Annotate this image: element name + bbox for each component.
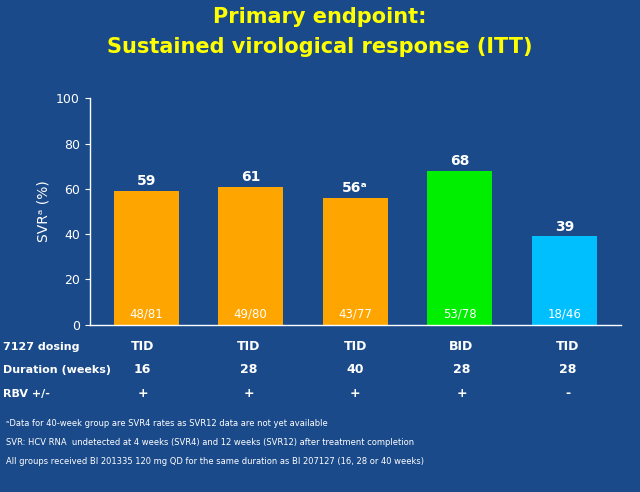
Text: TID: TID [237,340,260,353]
Text: 16: 16 [134,364,152,376]
Bar [218,186,283,325]
Text: +: + [244,387,254,400]
Text: 61: 61 [241,170,260,184]
Text: Duration (weeks): Duration (weeks) [3,365,111,375]
Bar [323,198,388,325]
Text: BID: BID [449,340,474,353]
Text: ᵃData for 40-week group are SVR4 rates as SVR12 data are not yet available: ᵃData for 40-week group are SVR4 rates a… [6,419,328,428]
Bar [114,191,179,325]
Text: +: + [456,387,467,400]
Bar [532,237,596,325]
Text: 59: 59 [136,175,156,188]
Text: TID: TID [556,340,579,353]
Text: 28: 28 [559,364,577,376]
Text: +: + [350,387,360,400]
Text: 40: 40 [346,364,364,376]
Text: -: - [565,387,570,400]
Text: +: + [138,387,148,400]
Text: Primary endpoint:: Primary endpoint: [213,7,427,28]
Text: 18/46: 18/46 [547,307,581,320]
Text: Sustained virological response (ITT): Sustained virological response (ITT) [108,37,532,57]
Text: 7127 dosing: 7127 dosing [3,342,80,352]
Y-axis label: SVRᵃ (%): SVRᵃ (%) [36,181,51,243]
Text: RBV +/-: RBV +/- [3,389,50,399]
Text: 39: 39 [555,220,574,234]
Text: TID: TID [131,340,154,353]
Text: 53/78: 53/78 [443,307,477,320]
Text: 56ᵃ: 56ᵃ [342,181,368,195]
Bar [428,171,492,325]
Text: 28: 28 [452,364,470,376]
Text: 43/77: 43/77 [339,307,372,320]
Text: All groups received BI 201335 120 mg QD for the same duration as BI 207127 (16, : All groups received BI 201335 120 mg QD … [6,457,424,465]
Text: 49/80: 49/80 [234,307,268,320]
Text: SVR: HCV RNA  undetected at 4 weeks (SVR4) and 12 weeks (SVR12) after treatment : SVR: HCV RNA undetected at 4 weeks (SVR4… [6,438,415,447]
Text: 68: 68 [450,154,469,168]
Text: 28: 28 [240,364,258,376]
Text: TID: TID [344,340,367,353]
Text: 48/81: 48/81 [129,307,163,320]
